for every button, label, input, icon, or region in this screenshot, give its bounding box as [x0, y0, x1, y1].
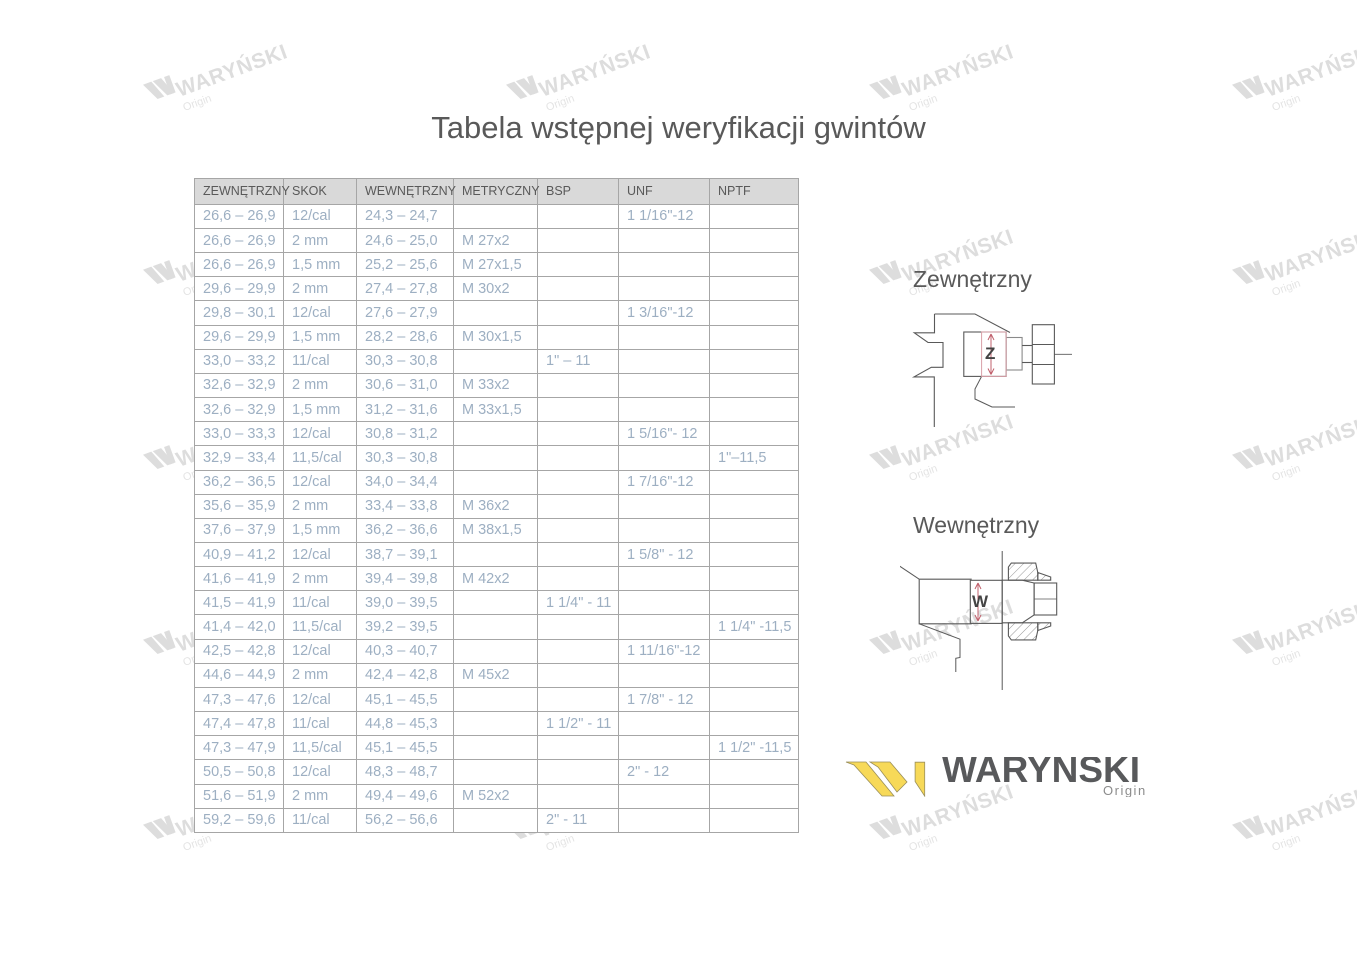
svg-text:Z: Z [985, 344, 995, 363]
svg-text:Origin: Origin [1103, 783, 1147, 797]
svg-text:W: W [972, 592, 989, 611]
